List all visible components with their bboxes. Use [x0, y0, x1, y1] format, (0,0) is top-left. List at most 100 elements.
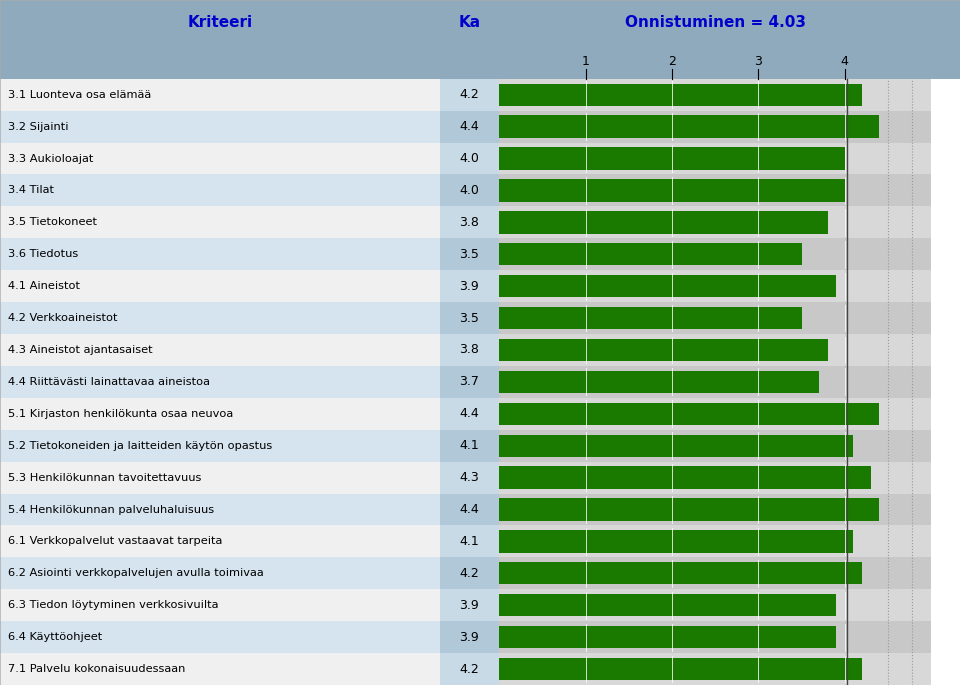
Bar	[499, 79, 931, 111]
Bar	[499, 434, 853, 457]
Bar	[499, 307, 802, 329]
Bar	[440, 175, 499, 206]
Bar	[0, 398, 440, 429]
Bar	[499, 275, 836, 297]
Bar	[440, 653, 499, 685]
Text: 3.1 Luonteva osa elämää: 3.1 Luonteva osa elämää	[8, 90, 151, 100]
Bar	[440, 621, 499, 653]
Bar	[0, 525, 440, 558]
Bar	[0, 494, 440, 525]
Text: 5.1 Kirjaston henkilökunta osaa neuvoa: 5.1 Kirjaston henkilökunta osaa neuvoa	[8, 409, 233, 419]
Text: 3.9: 3.9	[460, 631, 479, 644]
Bar	[440, 462, 499, 494]
Bar	[499, 84, 862, 106]
Bar	[0, 334, 440, 366]
Text: Onnistuminen = 4.03: Onnistuminen = 4.03	[625, 15, 805, 29]
Bar	[440, 589, 499, 621]
Bar	[0, 175, 440, 206]
Text: 6.4 Käyttöohjeet: 6.4 Käyttöohjeet	[8, 632, 102, 642]
Text: 3.3 Aukioloajat: 3.3 Aukioloajat	[8, 153, 93, 164]
Bar	[499, 499, 879, 521]
Bar	[499, 494, 931, 525]
Text: 2: 2	[668, 55, 676, 68]
Text: 6.2 Asiointi verkkopalvelujen avulla toimivaa: 6.2 Asiointi verkkopalvelujen avulla toi…	[8, 569, 263, 578]
Bar	[499, 429, 931, 462]
Bar	[499, 658, 862, 680]
Text: 4.2: 4.2	[460, 566, 479, 580]
Bar	[440, 111, 499, 142]
Text: 4.4: 4.4	[460, 120, 479, 133]
Bar	[0, 79, 440, 111]
Bar	[0, 366, 440, 398]
Bar	[499, 466, 871, 489]
Bar	[499, 558, 931, 589]
Text: 4.3 Aineistot ajantasaiset: 4.3 Aineistot ajantasaiset	[8, 345, 153, 355]
Text: 3.8: 3.8	[460, 343, 479, 356]
Bar	[440, 206, 499, 238]
Bar	[499, 116, 879, 138]
Bar	[499, 302, 931, 334]
Text: Ka: Ka	[458, 15, 481, 29]
Text: 4.2: 4.2	[460, 662, 479, 675]
Bar	[0, 462, 440, 494]
Bar	[440, 79, 499, 111]
Bar	[0, 558, 440, 589]
Bar	[499, 403, 879, 425]
Bar	[499, 147, 845, 170]
Bar	[499, 589, 931, 621]
Bar	[499, 334, 931, 366]
Bar	[0, 429, 440, 462]
Text: 4.4: 4.4	[460, 503, 479, 516]
Bar	[499, 530, 853, 553]
Bar	[499, 142, 931, 175]
Bar	[0, 653, 440, 685]
Bar	[0, 45, 960, 79]
Bar	[499, 206, 931, 238]
Bar	[440, 302, 499, 334]
Bar	[499, 653, 931, 685]
Bar	[0, 621, 440, 653]
Bar	[440, 238, 499, 270]
Text: 4.4: 4.4	[460, 408, 479, 421]
Bar	[499, 594, 836, 616]
Text: 4.2: 4.2	[460, 88, 479, 101]
Bar	[0, 238, 440, 270]
Text: 4.0: 4.0	[460, 152, 479, 165]
Text: 4.3: 4.3	[460, 471, 479, 484]
Bar	[499, 238, 931, 270]
Bar	[0, 302, 440, 334]
Bar	[0, 206, 440, 238]
Bar	[499, 366, 931, 398]
Text: 6.1 Verkkopalvelut vastaavat tarpeita: 6.1 Verkkopalvelut vastaavat tarpeita	[8, 536, 222, 547]
Bar	[499, 525, 931, 558]
Text: 4.2 Verkkoaineistot: 4.2 Verkkoaineistot	[8, 313, 117, 323]
Bar	[499, 111, 931, 142]
Bar	[0, 111, 440, 142]
Text: 3.5 Tietokoneet: 3.5 Tietokoneet	[8, 217, 97, 227]
Bar	[499, 270, 931, 302]
Text: Kriteeri: Kriteeri	[187, 15, 252, 29]
Text: 7.1 Palvelu kokonaisuudessaan: 7.1 Palvelu kokonaisuudessaan	[8, 664, 185, 674]
Text: 3: 3	[755, 55, 762, 68]
Bar	[499, 371, 819, 393]
Text: 4.0: 4.0	[460, 184, 479, 197]
Bar	[499, 626, 836, 648]
Text: 3.5: 3.5	[460, 248, 479, 261]
Text: 3.9: 3.9	[460, 279, 479, 292]
Text: 3.7: 3.7	[460, 375, 479, 388]
Text: 4.1: 4.1	[460, 535, 479, 548]
Bar	[499, 398, 931, 429]
Bar	[499, 339, 828, 361]
Bar	[440, 142, 499, 175]
Text: 4.4 Riittävästi lainattavaa aineistoa: 4.4 Riittävästi lainattavaa aineistoa	[8, 377, 209, 387]
Bar	[499, 175, 931, 206]
Text: 4.1: 4.1	[460, 439, 479, 452]
Bar	[0, 270, 440, 302]
Bar	[440, 525, 499, 558]
Bar	[499, 621, 931, 653]
Bar	[440, 270, 499, 302]
Bar	[0, 589, 440, 621]
Text: 3.6 Tiedotus: 3.6 Tiedotus	[8, 249, 78, 259]
Bar	[440, 494, 499, 525]
Text: 3.5: 3.5	[460, 312, 479, 325]
